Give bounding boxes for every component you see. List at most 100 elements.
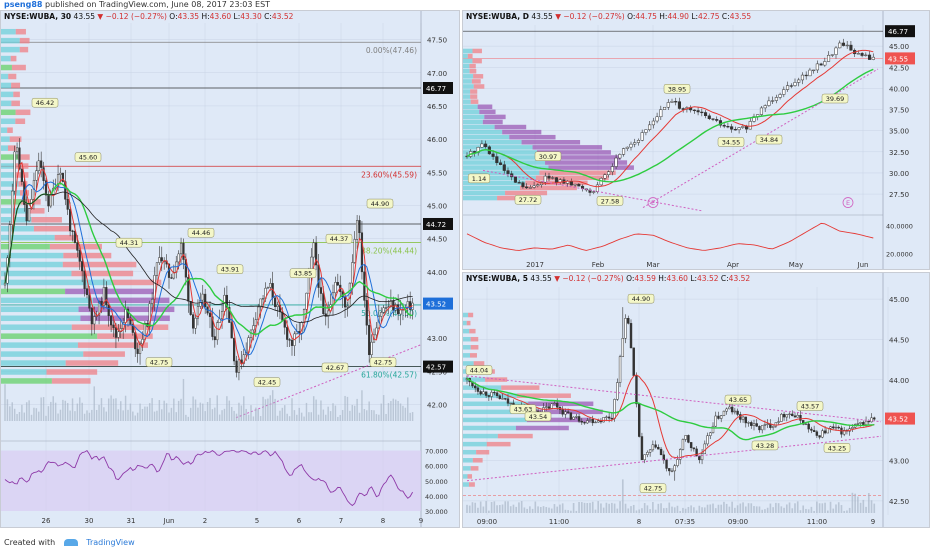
candle-body: [747, 422, 750, 424]
candle-body: [547, 406, 551, 409]
volume-bar: [337, 416, 339, 421]
price-callout: 42.75: [150, 359, 169, 367]
volume-bar: [250, 405, 252, 421]
candle-body: [733, 128, 737, 131]
volume-bar: [180, 398, 182, 421]
volume-bar: [591, 501, 594, 513]
symbol-label[interactable]: NYSE:WUBA, 30: [4, 12, 72, 21]
volume-profile-bar: [1, 369, 47, 375]
candle-body: [812, 69, 816, 72]
candle-body: [35, 170, 38, 181]
volume-bar: [64, 400, 67, 421]
candle-body: [867, 54, 872, 60]
price-callout: 42.67: [326, 364, 345, 372]
price-callout: 39.69: [826, 95, 845, 103]
volume-bar: [356, 398, 358, 421]
volume-profile-bar: [473, 361, 485, 366]
candle-body: [849, 44, 853, 51]
volume-profile-bar: [1, 270, 72, 277]
chart-panel-30min[interactable]: NYSE:WUBA, 30 43.55 ▼ −0.12 (−0.27%) O:4…: [0, 10, 460, 528]
price-callout-box: [253, 377, 281, 387]
candle-body: [676, 459, 679, 466]
candle-body: [689, 442, 693, 449]
candle-body: [695, 448, 698, 457]
volume-bar: [534, 501, 537, 513]
candle-body: [737, 127, 741, 131]
volume-bar: [211, 409, 214, 421]
candle-body: [216, 322, 219, 341]
volume-bar: [25, 402, 28, 421]
volume-profile-bar: [521, 140, 581, 145]
chart-panel-5min[interactable]: NYSE:WUBA, 5 43.55 ▼ −0.12 (−0.27%) O:43…: [462, 272, 930, 528]
x-tick-label: 11:00: [807, 518, 827, 526]
low-label: L:: [233, 12, 241, 21]
volume-profile-bar: [1, 306, 79, 313]
price-change: ▼ −0.12 (−0.27%): [554, 274, 624, 283]
volume-bar: [28, 400, 30, 421]
author-link[interactable]: pseng88: [4, 0, 43, 9]
chart-canvas[interactable]: 47.50 47.00 46.50 46.00 45.50 45.00 44.50 44.00…: [1, 11, 459, 527]
x-tick-label: 7: [339, 517, 343, 525]
candle-body: [305, 292, 308, 310]
candle-body: [819, 63, 823, 66]
close-value: 43.55: [729, 12, 752, 21]
volume-bar: [772, 507, 774, 513]
candle-body: [744, 416, 748, 424]
volume-profile-bar: [8, 73, 17, 80]
volume-bar: [791, 508, 794, 513]
volume-bar: [736, 505, 739, 513]
volume-bar: [221, 410, 223, 421]
candle-body: [25, 204, 28, 222]
volume-profile-bar: [54, 234, 79, 241]
volume-bar: [300, 412, 303, 421]
volume-bar: [35, 408, 38, 421]
symbol-label[interactable]: NYSE:WUBA, 5: [466, 274, 528, 283]
volume-bar: [151, 398, 153, 421]
volume-bar: [98, 404, 100, 421]
candle-body: [276, 304, 279, 307]
volume-bar: [112, 398, 115, 421]
candle-body: [774, 97, 778, 101]
candle-body: [90, 307, 93, 325]
price-callout: 43.57: [801, 403, 820, 411]
price-callout: 38.95: [668, 85, 687, 93]
sma-slow-line: [466, 377, 875, 441]
candle-body: [666, 102, 670, 108]
volume-bar: [233, 410, 235, 421]
volume-bar: [616, 508, 619, 513]
x-tick-label: 26: [42, 517, 51, 525]
candle-body: [700, 111, 704, 114]
volume-bar: [370, 410, 373, 421]
price-callout: 44.37: [330, 235, 349, 243]
volume-profile-bar: [463, 441, 487, 447]
price-callout-box: [534, 151, 562, 162]
candle-body: [621, 148, 626, 155]
symbol-label[interactable]: NYSE:WUBA, D: [466, 12, 529, 21]
volume-bar: [375, 414, 378, 421]
chart-panel-daily[interactable]: NYSE:WUBA, D 43.55 ▼ −0.12 (−0.27%) O:44…: [462, 10, 930, 270]
candle-body: [502, 164, 506, 171]
volume-bar: [271, 390, 274, 421]
chart-canvas[interactable]: 45.0044.5044.0043.5043.0042.5009:0011:00…: [463, 273, 929, 527]
tradingview-link[interactable]: TradingView: [86, 538, 135, 547]
volume-bar: [829, 501, 832, 513]
candle-body: [736, 410, 739, 415]
volume-bar: [739, 503, 742, 513]
trend-channel-line: [466, 435, 882, 482]
candle-body: [871, 56, 875, 60]
volume-bar: [173, 398, 175, 421]
volume-profile-bar: [1, 100, 12, 107]
candle-body: [668, 468, 671, 472]
candle-body: [640, 436, 644, 461]
volume-bar: [594, 509, 597, 513]
volume-bar: [368, 401, 370, 421]
chart-canvas[interactable]: 45.00 42.50 40.00 37.50 35.00 32.50 30.00 27.50…: [463, 11, 929, 269]
volume-bar: [332, 403, 334, 421]
volume-bar: [597, 501, 600, 513]
volume-bar: [518, 502, 520, 513]
price-callout: 42.75: [644, 485, 663, 493]
candle-body: [842, 429, 846, 435]
volume-profile-bar: [1, 163, 16, 169]
volume-bar: [477, 507, 479, 513]
open-value: 43.59: [634, 274, 656, 283]
